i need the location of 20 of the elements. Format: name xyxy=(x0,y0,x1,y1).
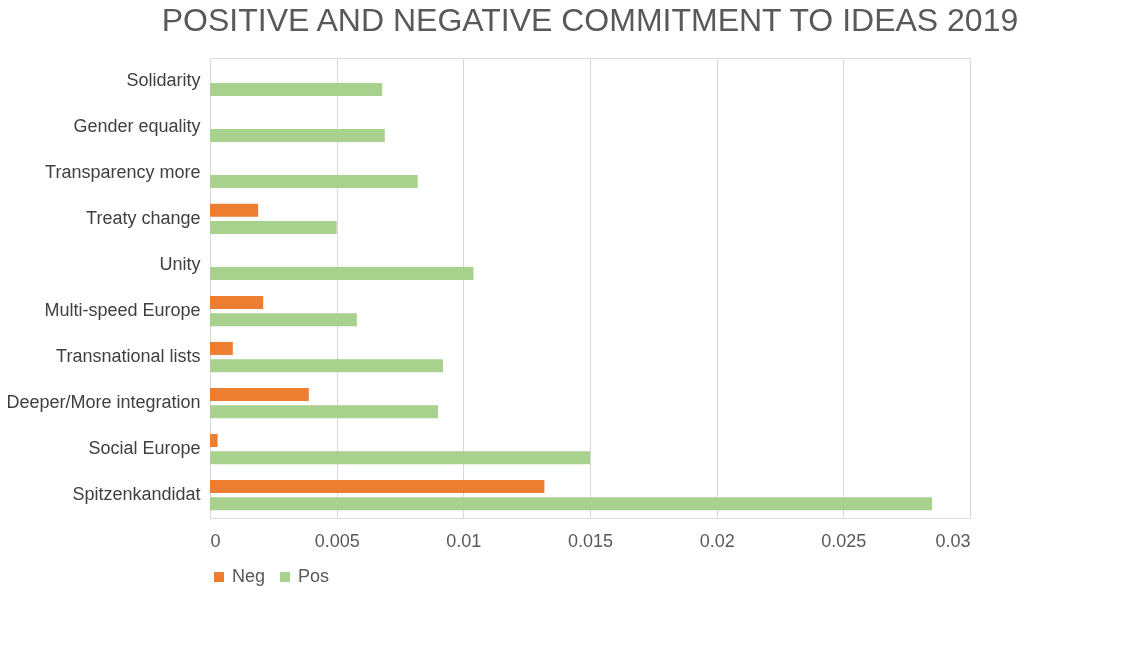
y-tick-label: Unity xyxy=(159,253,201,274)
x-tick-label: 0.025 xyxy=(821,530,867,551)
y-tick-label: Multi-speed Europe xyxy=(44,300,201,321)
x-tick-label: 0.03 xyxy=(935,530,971,551)
x-tick-label: 0.005 xyxy=(314,530,360,551)
x-tick-label: 0 xyxy=(210,530,221,551)
y-tick-label: Gender equality xyxy=(73,115,201,136)
y-tick-label: Deeper/More integration xyxy=(6,392,201,413)
x-tick-label: 0.015 xyxy=(567,530,614,551)
y-tick-label: Spitzenkandidat xyxy=(72,484,201,505)
y-tick-label: Treaty change xyxy=(86,207,201,228)
y-tick-label: Transparency more xyxy=(45,161,201,182)
legend-label: Neg xyxy=(232,566,266,586)
y-tick-label: Transnational lists xyxy=(56,346,201,367)
y-tick-label: Solidarity xyxy=(126,69,201,90)
chart-title: POSITIVE AND NEGATIVE COMMITMENT TO IDEAS 2019 xyxy=(161,2,1019,38)
y-tick-label: Social Europe xyxy=(88,438,201,459)
x-tick-label: 0.02 xyxy=(699,530,735,551)
legend-label: Pos xyxy=(298,566,330,586)
x-tick-label: 0.01 xyxy=(446,530,482,551)
